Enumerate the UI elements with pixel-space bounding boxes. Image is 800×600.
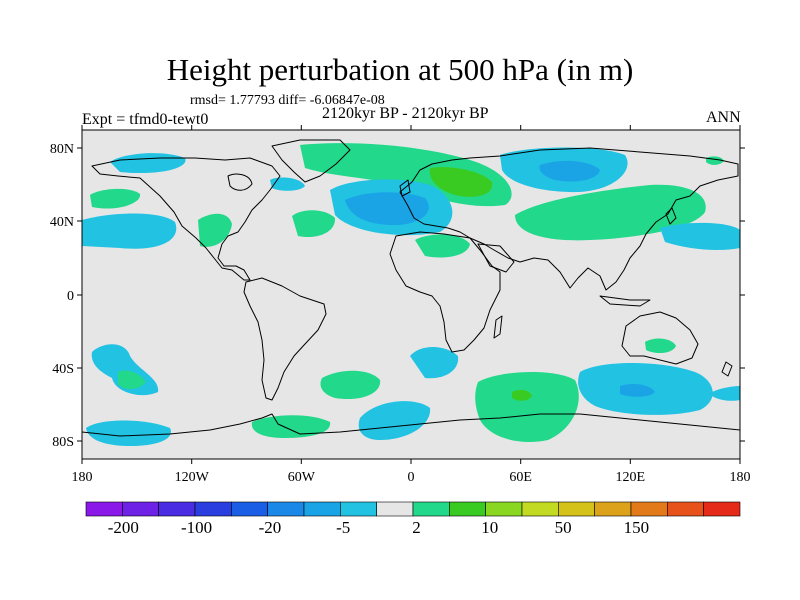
madagascar-coastline — [493, 315, 503, 339]
positive-anomaly-southern-atlantic — [475, 371, 579, 442]
japan-coastline — [665, 207, 677, 225]
positive-anomaly-s-atlantic-west — [320, 370, 381, 400]
colorbar-label: 50 — [555, 518, 572, 537]
lon-label: 60W — [288, 470, 316, 485]
experiment-label: Expt = tfmd0-tewt0 — [82, 111, 209, 128]
positive-anomaly-mediterranean — [415, 234, 470, 258]
positive-anomaly-southern-atlantic-core — [512, 389, 532, 401]
colorbar-swatch — [231, 501, 268, 517]
positive-anomaly-australia — [645, 338, 676, 354]
positive-anomaly-w-atlantic — [292, 210, 336, 238]
positive-anomaly-w-pacific-north — [90, 188, 141, 209]
lon-label: 120W — [175, 470, 210, 485]
colorbar-swatch — [558, 501, 595, 517]
lon-label: 60E — [509, 470, 532, 485]
positive-anomaly-n-america — [198, 213, 232, 247]
colorbar-swatch — [376, 501, 414, 517]
colorbar-label: -100 — [181, 518, 212, 537]
colorbar-swatch — [158, 501, 196, 517]
lat-label: 40N — [50, 215, 74, 230]
colorbar-swatch — [485, 501, 523, 517]
lat-label: 80S — [52, 435, 74, 450]
colorbar-label: -200 — [108, 518, 139, 537]
rmsd-diff-stats: rmsd= 1.77793 diff= -6.06847e-08 — [190, 93, 385, 108]
time-period-label: 2120kyr BP - 2120kyr BP — [322, 105, 489, 122]
australia-coastline — [621, 311, 699, 365]
colorbar-label: 2 — [412, 518, 421, 537]
longitude-tick-labels: 180 120W 60W 0 60E 120E 180 — [72, 470, 751, 485]
negative-anomaly-s-atlantic — [410, 347, 459, 379]
antarctica-coastline — [82, 413, 740, 437]
colorbar-swatch — [594, 501, 632, 517]
lon-label: 180 — [730, 470, 751, 485]
positive-anomaly-asia — [515, 184, 706, 241]
negative-anomaly-southern-indian-ocean-core — [620, 384, 655, 397]
colorbar-label: -5 — [336, 518, 350, 537]
colorbar — [85, 501, 741, 517]
colorbar-swatch — [521, 501, 559, 517]
arabia-coastline — [477, 243, 515, 273]
negative-anomaly-n-atlantic-core — [345, 192, 429, 226]
lon-label: 0 — [408, 470, 415, 485]
positive-anomaly-antarctic-peninsula — [251, 415, 331, 438]
axis-ticks — [77, 125, 745, 464]
hudson-bay-coastline — [227, 173, 253, 191]
colorbar-swatch — [703, 501, 741, 517]
lon-label: 120E — [616, 470, 646, 485]
positive-anomaly-s-pacific-west — [118, 370, 146, 390]
greenland-coastline — [271, 139, 351, 183]
colorbar-swatch — [340, 501, 377, 517]
colorbar-swatch — [194, 501, 232, 517]
negative-anomaly-sw-pacific — [86, 420, 171, 446]
colorbar-swatch — [85, 501, 123, 517]
colorbar-label: -20 — [259, 518, 282, 537]
new-zealand-coastline — [721, 361, 733, 377]
south-america-coastline — [243, 277, 327, 401]
colorbar-swatch — [630, 501, 668, 517]
colorbar-labels: -200 -100 -20 -5 2 10 50 150 — [108, 518, 649, 537]
negative-anomaly-siberia-core — [539, 160, 600, 182]
season-label: ANN — [706, 109, 741, 126]
lat-label: 0 — [67, 289, 74, 304]
colorbar-swatch — [667, 501, 704, 517]
negative-anomaly-s-pacific-east — [712, 386, 740, 401]
coastlines — [82, 139, 740, 437]
anomaly-contours — [82, 143, 740, 446]
lon-label: 180 — [72, 470, 93, 485]
colorbar-label: 10 — [481, 518, 498, 537]
colorbar-swatch — [267, 501, 305, 517]
negative-anomaly-e-pacific — [82, 213, 177, 249]
negative-anomaly-nw-pacific — [660, 222, 740, 250]
negative-anomaly-s-atlantic-south — [358, 401, 431, 440]
negative-anomaly-greenland — [270, 177, 305, 191]
indonesia-coastline — [599, 295, 651, 307]
colorbar-swatch — [122, 501, 159, 517]
latitude-tick-labels: 80N 40N 0 40S 80S — [50, 142, 74, 450]
colorbar-label: 150 — [624, 518, 650, 537]
plot-title: Height perturbation at 500 hPa (in m) — [166, 52, 634, 87]
british-isles-coastline — [399, 179, 411, 197]
colorbar-swatch — [303, 501, 341, 517]
lat-label: 40S — [52, 362, 74, 377]
colorbar-swatch — [412, 501, 450, 517]
eurasia-coastline — [399, 147, 739, 291]
north-america-coastline — [91, 157, 281, 281]
africa-coastline — [389, 231, 501, 353]
lat-label: 80N — [50, 142, 74, 157]
positive-anomaly-scandinavia-core — [429, 167, 493, 197]
colorbar-swatch — [449, 501, 486, 517]
